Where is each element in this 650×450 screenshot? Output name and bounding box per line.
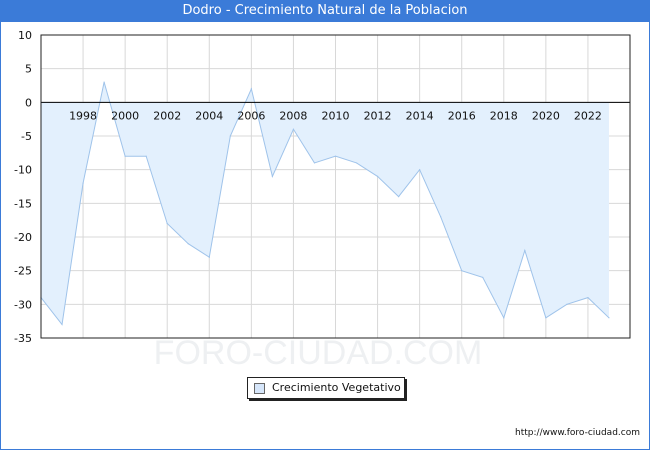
x-tick-label: 2010 bbox=[322, 109, 350, 122]
series-line bbox=[40, 81, 610, 326]
data-point bbox=[103, 81, 105, 83]
y-tick-label: 10 bbox=[18, 29, 32, 42]
y-tick-label: -25 bbox=[14, 265, 32, 278]
y-tick-label: -20 bbox=[14, 231, 32, 244]
legend-label: Crecimiento Vegetativo bbox=[272, 381, 401, 394]
data-point bbox=[355, 162, 358, 164]
x-tick-label: 2022 bbox=[574, 109, 602, 122]
x-tick-label: 2006 bbox=[237, 109, 265, 122]
data-point bbox=[398, 196, 400, 198]
data-point bbox=[524, 249, 526, 252]
data-point bbox=[334, 155, 337, 157]
y-tick-label: 5 bbox=[25, 63, 32, 76]
x-tick-label: 2020 bbox=[532, 109, 560, 122]
data-point bbox=[313, 162, 316, 164]
x-tick-label: 2014 bbox=[406, 109, 434, 122]
y-tick-label: -5 bbox=[21, 130, 32, 143]
legend-swatch bbox=[254, 383, 265, 394]
data-point bbox=[166, 222, 168, 225]
plot-border bbox=[40, 34, 631, 339]
x-tick-label: 2004 bbox=[195, 109, 223, 122]
data-point bbox=[208, 256, 210, 258]
data-point bbox=[376, 175, 379, 177]
data-point bbox=[461, 270, 463, 272]
x-tick-label: 2008 bbox=[279, 109, 307, 122]
y-tick-label: -10 bbox=[14, 164, 32, 177]
data-point bbox=[587, 297, 589, 299]
legend: Crecimiento Vegetativo bbox=[247, 377, 405, 399]
data-point bbox=[419, 169, 421, 171]
data-point bbox=[608, 317, 610, 319]
data-point bbox=[250, 88, 252, 90]
data-point bbox=[503, 317, 505, 319]
series-area bbox=[41, 82, 609, 325]
data-point bbox=[566, 303, 568, 305]
x-tick-label: 1998 bbox=[69, 109, 97, 122]
data-point bbox=[292, 128, 295, 130]
x-tick-label: 2018 bbox=[490, 109, 518, 122]
footer-url: http://www.foro-ciudad.com bbox=[515, 428, 640, 438]
data-point bbox=[124, 155, 126, 157]
y-tick-label: 0 bbox=[25, 96, 32, 109]
x-axis-labels: 1998 2000 2002 2004 2006 2008 2010 2012 2014 2016… bbox=[69, 109, 602, 122]
data-point bbox=[482, 276, 484, 278]
watermark: FORO-CIUDAD.COM bbox=[154, 334, 483, 372]
chart-title: Dodro - Crecimiento Natural de la Poblac… bbox=[0, 0, 650, 22]
x-tick-label: 2012 bbox=[364, 109, 392, 122]
data-point bbox=[187, 243, 189, 245]
data-point bbox=[61, 323, 63, 326]
y-tick-label: -15 bbox=[14, 197, 32, 210]
y-tick-label: -30 bbox=[14, 298, 32, 311]
y-tick-label: -35 bbox=[14, 332, 32, 345]
x-tick-label: 2002 bbox=[153, 109, 181, 122]
x-tick-label: 2000 bbox=[111, 109, 139, 122]
y-axis-labels: 10 5 0 -5 -10 -15 -20 -25 -30 -35 bbox=[14, 29, 32, 345]
data-point bbox=[271, 175, 273, 177]
x-tick-label: 2016 bbox=[448, 109, 476, 122]
data-point bbox=[145, 155, 147, 157]
data-point bbox=[440, 216, 442, 218]
data-point bbox=[82, 182, 84, 184]
data-point bbox=[229, 135, 231, 137]
data-point bbox=[545, 317, 547, 319]
